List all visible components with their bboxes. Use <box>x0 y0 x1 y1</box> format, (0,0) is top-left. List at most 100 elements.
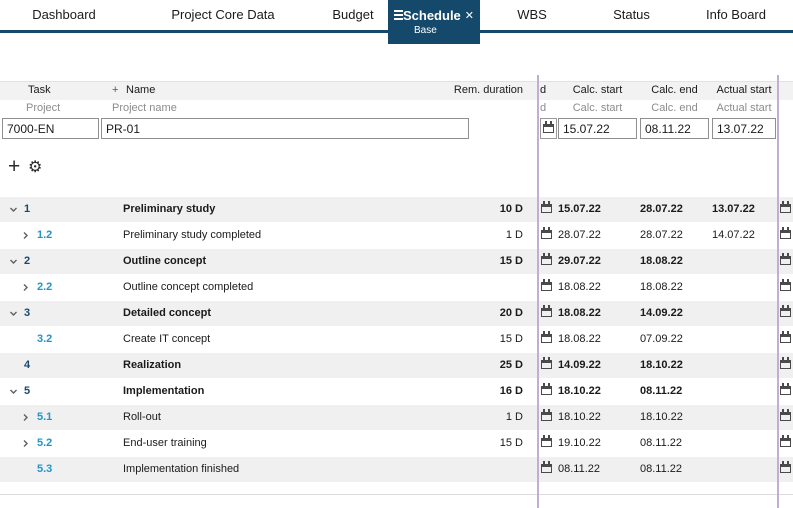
task-number: 2 <box>24 255 31 267</box>
task-name: Detailed concept <box>123 307 212 319</box>
calendar-icon[interactable] <box>541 409 552 424</box>
tab-dashboard[interactable]: Dashboard <box>32 7 96 22</box>
calendar-icon[interactable] <box>780 201 791 216</box>
task-row[interactable]: 5.1 Roll-out 1 D 18.10.22 18.10.22 <box>0 405 793 431</box>
col-header-name[interactable]: Name <box>126 84 156 96</box>
task-row[interactable]: 3.2 Create IT concept 15 D 18.08.22 07.0… <box>0 327 793 353</box>
task-calc-end: 18.08.22 <box>640 255 683 267</box>
task-row[interactable]: 5 Implementation 16 D 18.10.22 08.11.22 <box>0 379 793 405</box>
task-calc-end: 08.11.22 <box>640 385 683 397</box>
tab-schedule-sublabel: Base <box>414 25 437 36</box>
calendar-icon[interactable] <box>543 121 554 133</box>
calendar-icon[interactable] <box>541 227 552 242</box>
subheader-project: Project <box>26 102 61 114</box>
calendar-icon[interactable] <box>541 383 552 398</box>
tab-schedule[interactable]: Schedule ✕ Base <box>388 0 480 44</box>
tab-status[interactable]: Status <box>613 7 650 22</box>
task-rem-duration: 1 D <box>505 229 523 241</box>
task-actual-start <box>712 405 774 431</box>
calendar-icon[interactable] <box>541 435 552 450</box>
tab-project-core-data[interactable]: Project Core Data <box>171 7 275 22</box>
task-rem-duration: 15 D <box>499 333 523 345</box>
task-row[interactable]: 5.2 End-user training 15 D 19.10.22 08.1… <box>0 431 793 457</box>
add-task-button[interactable]: + <box>8 155 21 178</box>
col-header-calc-start[interactable]: Calc. start <box>572 84 623 96</box>
expand-chevron-icon[interactable] <box>9 197 19 223</box>
col-header-actual-start[interactable]: Actual start <box>716 84 772 96</box>
calendar-icon[interactable] <box>541 461 552 476</box>
pane-splitter-right[interactable] <box>777 75 779 508</box>
project-name-input[interactable] <box>101 118 469 139</box>
task-row[interactable]: 2 Outline concept 15 D 29.07.22 18.08.22 <box>0 249 793 275</box>
calendar-icon[interactable] <box>541 357 552 372</box>
calendar-icon[interactable] <box>780 279 791 294</box>
calendar-icon[interactable] <box>780 409 791 424</box>
tab-info-board[interactable]: Info Board <box>706 7 766 22</box>
calc-start-input[interactable] <box>558 118 637 139</box>
task-calc-end: 08.11.22 <box>640 463 683 475</box>
calendar-icon[interactable] <box>541 253 552 268</box>
task-calc-start: 29.07.22 <box>558 255 601 267</box>
calendar-icon[interactable] <box>541 279 552 294</box>
subheader-calc-start: Calc. start <box>572 102 623 114</box>
add-column-icon[interactable]: + <box>112 84 119 96</box>
tab-budget[interactable]: Budget <box>332 7 374 22</box>
task-calc-start: 14.09.22 <box>558 359 601 371</box>
calendar-icon[interactable] <box>541 331 552 346</box>
expand-chevron-icon[interactable] <box>9 301 19 327</box>
calendar-icon[interactable] <box>780 253 791 268</box>
task-actual-start <box>712 379 774 405</box>
project-filter-row <box>0 118 793 141</box>
expand-chevron-icon[interactable] <box>21 275 31 301</box>
pane-splitter-left[interactable] <box>537 75 539 508</box>
task-calc-end: 08.11.22 <box>640 437 683 449</box>
task-number: 5.3 <box>37 463 53 475</box>
task-number: 1 <box>24 203 31 215</box>
task-row[interactable]: 2.2 Outline concept completed 18.08.22 1… <box>0 275 793 301</box>
calendar-icon[interactable] <box>780 461 791 476</box>
task-row[interactable]: 5.3 Implementation finished 08.11.22 08.… <box>0 457 793 483</box>
calc-end-input[interactable] <box>640 118 709 139</box>
project-id-input[interactable] <box>2 118 99 139</box>
calendar-icon[interactable] <box>780 305 791 320</box>
task-actual-start <box>712 457 774 483</box>
col-header-task[interactable]: Task <box>28 84 51 96</box>
grid-subheader-row: Project Project name d Calc. start Calc.… <box>0 100 793 118</box>
col-header-calc-end[interactable]: Calc. end <box>651 84 698 96</box>
settings-gear-button[interactable]: ⚙ <box>28 159 43 176</box>
task-name: Implementation finished <box>123 463 240 475</box>
calendar-icon[interactable] <box>780 357 791 372</box>
expand-chevron-icon[interactable] <box>21 405 31 431</box>
task-row[interactable]: 4 Realization 25 D 14.09.22 18.10.22 <box>0 353 793 379</box>
col-header-rem-duration[interactable]: Rem. duration <box>453 84 523 96</box>
col-header-truncated[interactable]: d <box>540 84 547 96</box>
expand-chevron-icon[interactable] <box>9 379 19 405</box>
task-rows: 1 Preliminary study 10 D 15.07.22 28.07.… <box>0 197 793 483</box>
date-picker-cell[interactable] <box>540 118 557 139</box>
task-row[interactable]: 1 Preliminary study 10 D 15.07.22 28.07.… <box>0 197 793 223</box>
task-calc-start: 18.08.22 <box>558 333 601 345</box>
tab-wbs[interactable]: WBS <box>517 7 547 22</box>
task-name: Preliminary study <box>123 203 216 215</box>
task-row[interactable]: 3 Detailed concept 20 D 18.08.22 14.09.2… <box>0 301 793 327</box>
expand-chevron-icon[interactable] <box>21 223 31 249</box>
hamburger-menu-icon[interactable] <box>394 8 403 22</box>
expand-chevron-icon[interactable] <box>9 249 19 275</box>
task-calc-start: 18.10.22 <box>558 385 601 397</box>
task-number: 5.1 <box>37 411 53 423</box>
task-row[interactable]: 1.2 Preliminary study completed 1 D 28.0… <box>0 223 793 249</box>
actual-start-input[interactable] <box>712 118 776 139</box>
calendar-icon[interactable] <box>780 331 791 346</box>
calendar-icon[interactable] <box>780 383 791 398</box>
expand-chevron-icon[interactable] <box>21 431 31 457</box>
calendar-icon[interactable] <box>780 227 791 242</box>
task-calc-end: 07.09.22 <box>640 333 683 345</box>
task-name: Implementation <box>123 385 205 397</box>
task-calc-end: 28.07.22 <box>640 203 683 215</box>
close-tab-icon[interactable]: ✕ <box>464 9 474 22</box>
calendar-icon[interactable] <box>541 305 552 320</box>
task-number: 1.2 <box>37 229 53 241</box>
calendar-icon[interactable] <box>541 201 552 216</box>
calendar-icon[interactable] <box>780 435 791 450</box>
